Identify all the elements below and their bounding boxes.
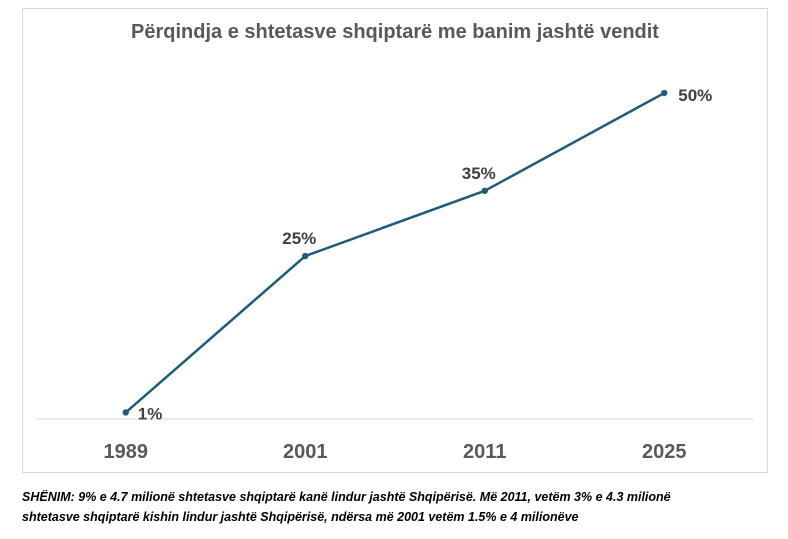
data-point bbox=[661, 89, 668, 97]
data-label: 50% bbox=[678, 86, 712, 105]
footnote-line-1: SHËNIM: 9% e 4.7 milionë shtetasve shqip… bbox=[22, 490, 671, 504]
data-point bbox=[122, 409, 129, 416]
data-point bbox=[481, 187, 488, 195]
footnote-line-2: shtetasve shqiptarë kishin lindur jashtë… bbox=[22, 510, 579, 524]
x-tick-label: 1989 bbox=[104, 441, 149, 463]
data-label: 25% bbox=[282, 229, 316, 248]
footnote: SHËNIM: 9% e 4.7 milionë shtetasve shqip… bbox=[22, 487, 762, 527]
chart-title: Përqindja e shtetasve shqiptarë me banim… bbox=[131, 21, 659, 43]
x-tick-label: 2001 bbox=[283, 441, 328, 463]
data-label: 35% bbox=[462, 164, 496, 183]
data-point bbox=[302, 252, 309, 260]
series-line bbox=[124, 91, 666, 414]
x-tick-label: 2025 bbox=[642, 441, 687, 463]
data-label: 1% bbox=[138, 404, 163, 423]
line-chart: 1% 1989 25% 2001 35% 2011 50% 2025 bbox=[36, 86, 754, 463]
x-tick-label: 2011 bbox=[463, 441, 506, 463]
